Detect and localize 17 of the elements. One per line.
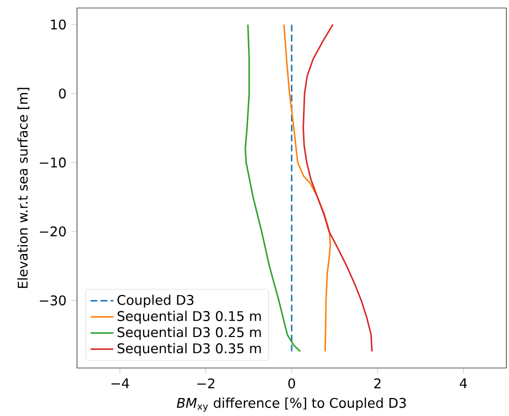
- legend-label: Sequential D3 0.35 m: [118, 343, 261, 356]
- y-tick-label: 10: [51, 19, 66, 30]
- x-tick-label: −4: [112, 378, 130, 388]
- legend-label: Coupled D3: [118, 294, 194, 308]
- x-tick-label: −2: [197, 378, 214, 388]
- x-tick-label: 2: [374, 378, 380, 388]
- y-tick-label: −10: [40, 157, 66, 168]
- line-series: [283, 24, 332, 352]
- y-tick-label: −20: [40, 226, 66, 236]
- x-axis-title: BM$_{xy}$ difference [%] to Coupled D3: [176, 398, 406, 412]
- x-tick-label: 0: [288, 378, 296, 388]
- y-tick-label: −30: [40, 295, 66, 306]
- x-tick-label: 4: [460, 378, 467, 388]
- legend-label: Sequential D3 0.25 m: [118, 326, 261, 340]
- y-tick-label: 0: [59, 88, 66, 99]
- legend-label: Sequential D3 0.15 m: [118, 310, 261, 324]
- y-axis-title: Elevation w.r.t sea surface [m]: [17, 88, 30, 288]
